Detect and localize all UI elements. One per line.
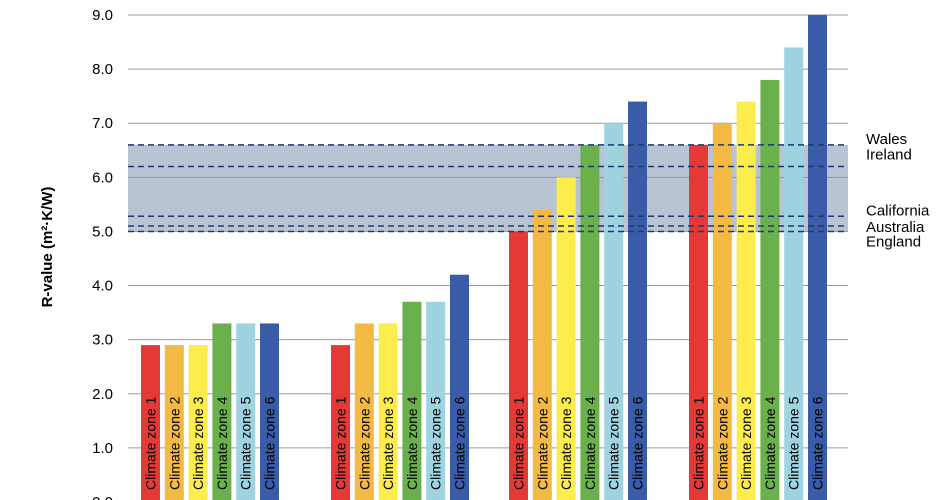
y-tick-label: 7.0 xyxy=(92,115,113,132)
bar xyxy=(532,209,552,500)
reference-line-label: California xyxy=(866,202,930,219)
y-tick-label: 0.0 xyxy=(92,494,113,500)
bar xyxy=(378,323,398,500)
y-axis: 0.0 1.0 2.0 3.0 4.0 5.0 6.0 7.0 8.0 9.0 xyxy=(92,7,113,500)
bar xyxy=(141,345,160,500)
bar-category-label: Climate zone 6 xyxy=(452,396,468,490)
bar-category-label: Climate zone 2 xyxy=(356,396,372,490)
y-tick-label: 8.0 xyxy=(92,61,113,78)
bar-category-label: Climate zone 5 xyxy=(606,396,622,490)
bar-category-label: Climate zone 5 xyxy=(786,396,802,490)
bar xyxy=(808,15,827,500)
bar xyxy=(689,144,708,500)
reference-line-label: Wales xyxy=(866,131,907,148)
bar-category-label: Climate zone 5 xyxy=(238,396,254,490)
bar xyxy=(628,101,647,500)
bars: Climate zone 1 Climate zone 2 Climate zone… xyxy=(141,15,827,500)
bar xyxy=(760,79,780,500)
bar xyxy=(236,323,256,500)
bar xyxy=(354,323,374,500)
bar-category-label: Climate zone 5 xyxy=(428,396,444,490)
bar-category-label: Climate zone 2 xyxy=(534,396,550,490)
y-tick-label: 6.0 xyxy=(92,169,113,186)
bar xyxy=(260,323,279,500)
bar-category-label: Climate zone 1 xyxy=(691,396,707,490)
bar xyxy=(712,123,732,500)
bar-category-label: Climate zone 3 xyxy=(380,396,396,490)
bar-category-label: Climate zone 6 xyxy=(630,396,646,490)
bar-category-label: Climate zone 1 xyxy=(333,396,349,490)
bar xyxy=(164,345,184,500)
bar-category-label: Climate zone 3 xyxy=(738,396,754,490)
y-tick-label: 5.0 xyxy=(92,223,113,240)
bar xyxy=(188,345,208,500)
y-tick-label: 1.0 xyxy=(92,440,113,457)
bar-category-label: Climate zone 4 xyxy=(404,396,420,490)
bar xyxy=(556,177,576,500)
bar-category-label: Climate zone 4 xyxy=(762,396,778,490)
bar-category-label: Climate zone 6 xyxy=(810,396,826,490)
bar-category-label: Climate zone 3 xyxy=(190,396,206,490)
reference-line-label: Ireland xyxy=(866,147,912,164)
bar-category-label: Climate zone 2 xyxy=(166,396,182,490)
bar-category-label: Climate zone 3 xyxy=(558,396,574,490)
y-tick-label: 3.0 xyxy=(92,332,113,349)
bar xyxy=(212,323,232,500)
bar xyxy=(784,47,804,500)
bar-category-label: Climate zone 4 xyxy=(214,396,230,490)
bar-category-label: Climate zone 2 xyxy=(714,396,730,490)
bar xyxy=(426,301,446,500)
bar-category-label: Climate zone 1 xyxy=(143,396,159,490)
bar xyxy=(509,231,528,500)
bar-category-label: Climate zone 4 xyxy=(582,396,598,490)
y-tick-label: 4.0 xyxy=(92,278,113,295)
bar xyxy=(331,345,350,500)
bar xyxy=(604,123,624,500)
y-tick-label: 9.0 xyxy=(92,7,113,24)
reference-line-label: Australia xyxy=(866,219,925,236)
y-tick-label: 2.0 xyxy=(92,386,113,403)
y-axis-label: R-value (m²·K/W) xyxy=(39,187,56,308)
bar-category-label: Climate zone 6 xyxy=(262,396,278,490)
bar xyxy=(580,144,600,500)
bar xyxy=(450,274,469,500)
bar-category-label: Climate zone 1 xyxy=(511,396,527,490)
bar xyxy=(736,101,756,500)
reference-line-label: England xyxy=(866,233,921,250)
bar xyxy=(402,301,422,500)
